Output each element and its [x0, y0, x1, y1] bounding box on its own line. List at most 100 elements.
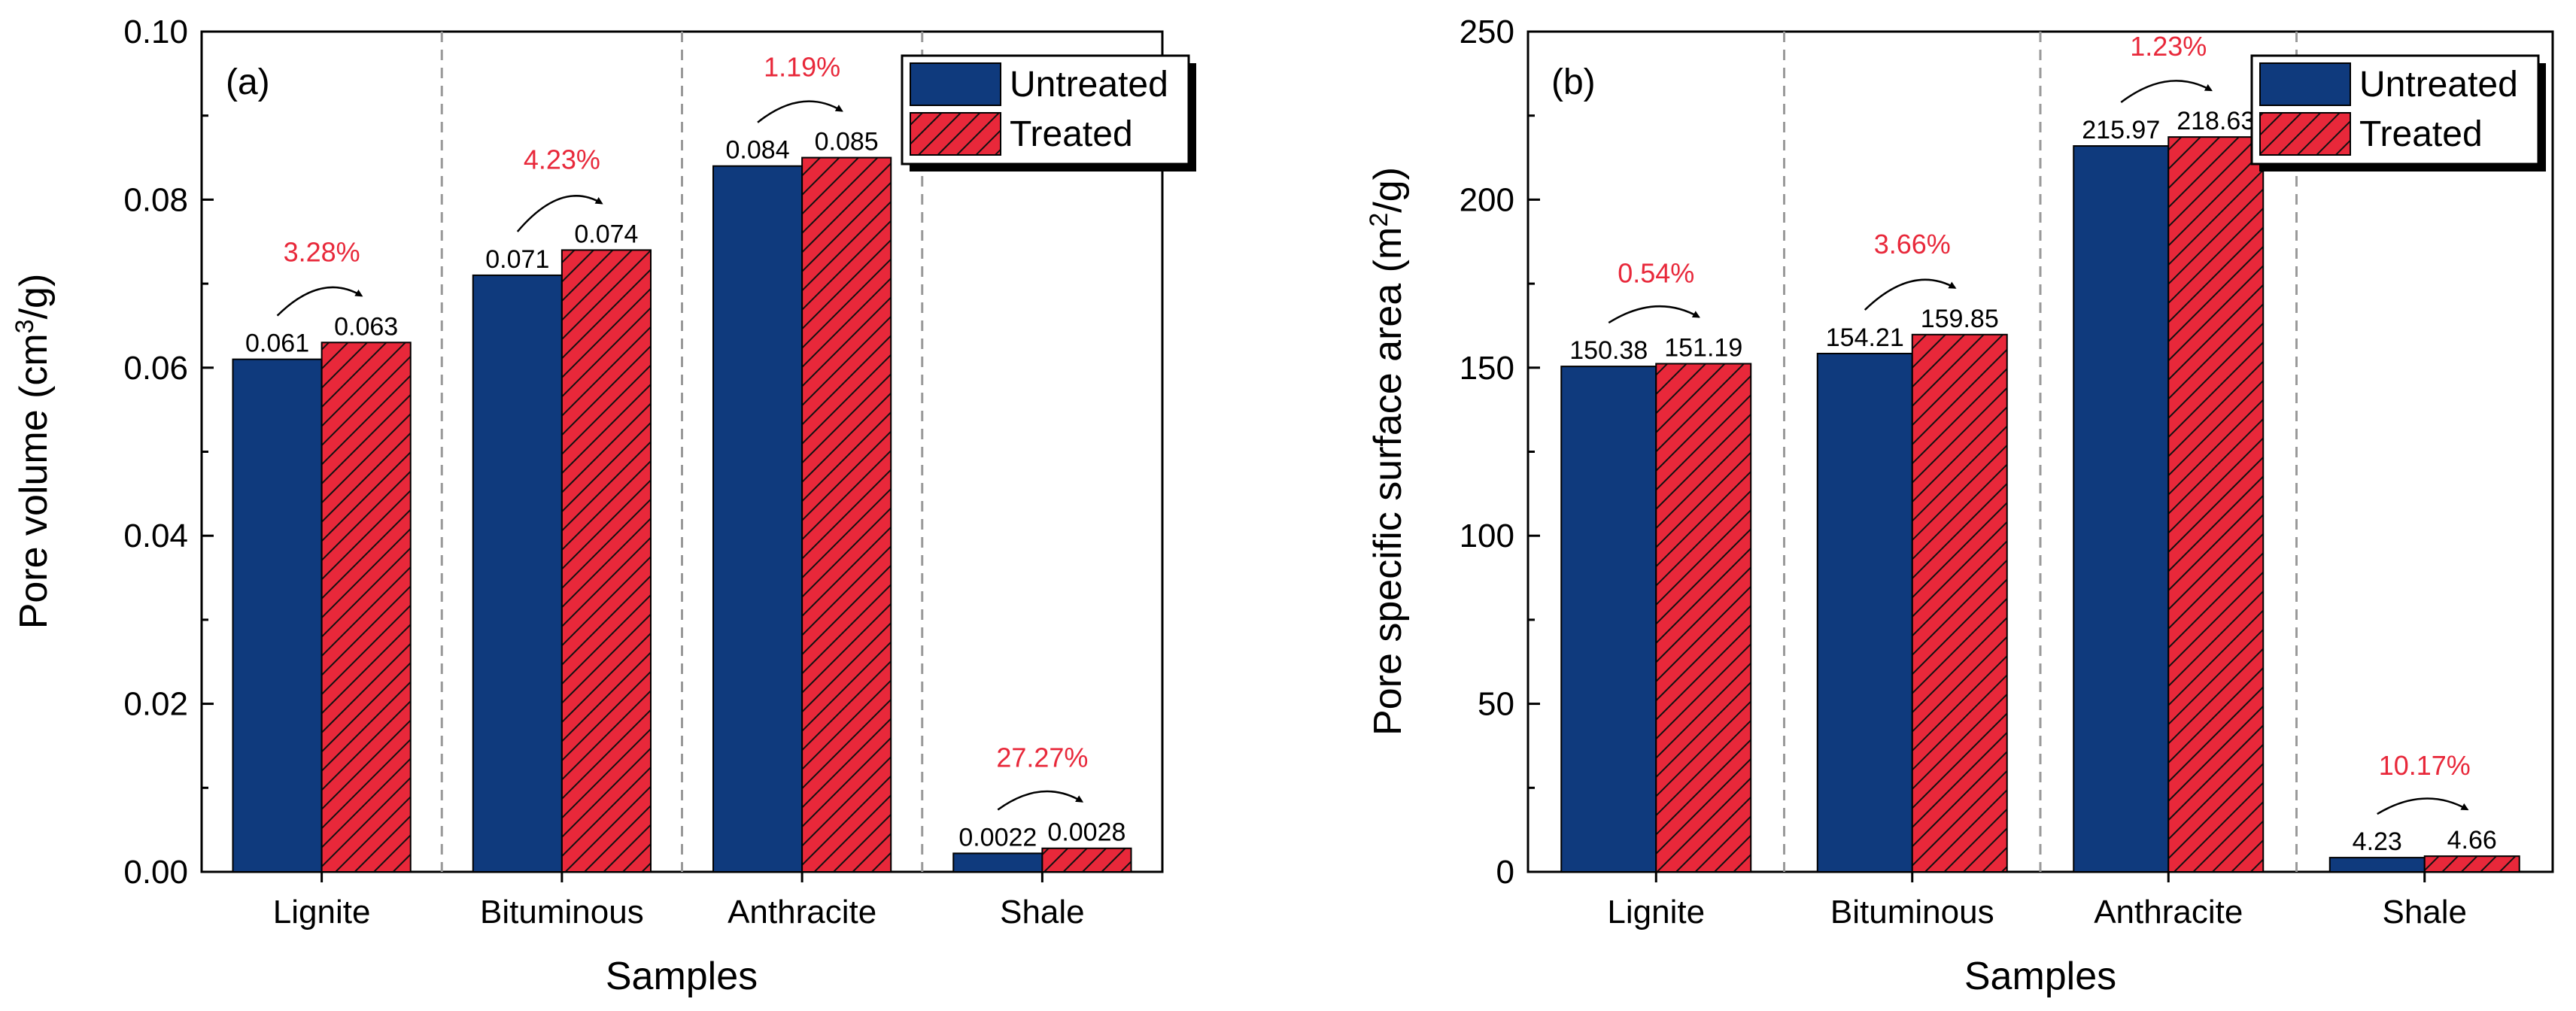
bars	[1560, 136, 2520, 873]
bar-value-label: 4.66	[2447, 826, 2497, 855]
change-percent-label: 0.54%	[1618, 257, 1694, 288]
panel-label: (a)	[226, 62, 270, 102]
y-axis-title-main: Pore volume (cm	[12, 333, 56, 629]
legend-label-untreated: Untreated	[1010, 65, 1168, 105]
x-axis-title: Samples	[606, 955, 758, 998]
legend-swatch-untreated	[910, 62, 1001, 106]
x-tick-label: Lignite	[273, 894, 371, 931]
bars	[232, 156, 1132, 873]
annotations: 150.38 151.19 0.54% 154.21 159.85 3.66% 215.97…	[1569, 31, 2497, 856]
x-tick-label: Bituminous	[480, 894, 644, 931]
bar-treated	[2423, 855, 2520, 873]
bar-treated	[801, 156, 892, 873]
bar-value-label: 218.63	[2177, 107, 2255, 135]
bar-untreated	[2328, 857, 2426, 873]
bar-untreated	[712, 165, 803, 873]
change-percent-label: 1.19%	[764, 52, 840, 83]
legend-swatch-treated	[2259, 112, 2351, 156]
legend-swatch-treated	[910, 112, 1001, 156]
legend-label-untreated: Untreated	[2359, 65, 2518, 105]
y-tick-label: 0.06	[123, 350, 188, 387]
y-tick-label: 150	[1460, 350, 1514, 387]
bar-untreated	[952, 852, 1043, 873]
y-tick-label: 0.00	[123, 854, 188, 891]
change-percent-label: 27.27%	[996, 742, 1088, 773]
y-axis-title-tail: /g)	[1366, 167, 1410, 213]
change-percent-label: 4.23%	[524, 144, 600, 175]
x-axis-title: Samples	[1964, 955, 2116, 998]
chart-panel-a: 0.00 0.02 0.04 0.06 0.08 0.10 Lignite Bitumino…	[11, 14, 1196, 998]
change-arrow	[1864, 278, 1957, 311]
bar-value-label: 0.061	[245, 329, 309, 358]
x-tick-label: Shale	[2382, 894, 2467, 931]
change-percent-label: 1.23%	[2130, 31, 2207, 62]
bar-value-label: 0.0022	[958, 823, 1037, 852]
x-axis: Lignite Bituminous Anthracite Shale	[1607, 872, 2467, 931]
x-tick-label: Shale	[1000, 894, 1085, 931]
y-tick-label: 250	[1460, 14, 1514, 50]
change-arrow	[997, 790, 1084, 811]
bar-value-label: 151.19	[1664, 333, 1742, 362]
y-axis-title-sup: 3	[11, 319, 39, 333]
y-axis-title-tail: /g)	[12, 274, 56, 320]
bar-value-label: 0.085	[815, 128, 879, 156]
bar-untreated	[2073, 145, 2170, 873]
legend-swatch-untreated	[2259, 62, 2351, 106]
y-axis: 0.00 0.02 0.04 0.06 0.08 0.10	[123, 14, 214, 891]
bar-value-label: 0.0028	[1047, 818, 1125, 847]
bar-treated	[2167, 136, 2265, 873]
separator-lines	[440, 32, 924, 872]
bar-untreated	[232, 358, 323, 873]
y-tick-label: 0	[1496, 854, 1514, 891]
bar-treated	[1041, 847, 1132, 873]
change-arrow	[2377, 797, 2469, 815]
separator-lines	[1783, 32, 2298, 872]
bar-untreated	[1560, 366, 1657, 873]
bar-treated	[1655, 363, 1752, 873]
bar-value-label: 215.97	[2082, 116, 2160, 144]
change-percent-label: 10.17%	[2379, 750, 2471, 781]
legend-label-treated: Treated	[1010, 114, 1133, 154]
bar-value-label: 154.21	[1826, 323, 1904, 352]
chart-panel-b: 0 50 100 150 200 250 Lignite Bituminous Anthrac…	[1365, 14, 2554, 998]
change-arrow	[1608, 305, 1700, 324]
bar-untreated	[1816, 352, 1913, 873]
change-arrow	[516, 195, 603, 232]
y-tick-label: 0.08	[123, 181, 188, 218]
y-axis-title: Pore specific surface area (m2/g)	[1365, 167, 1410, 736]
y-axis: 0 50 100 150 200 250	[1460, 14, 1540, 891]
y-tick-label: 200	[1460, 181, 1514, 218]
bar-treated	[560, 249, 652, 873]
change-percent-label: 3.28%	[284, 236, 360, 267]
y-tick-label: 100	[1460, 518, 1514, 554]
bar-treated	[320, 342, 412, 873]
bar-value-label: 0.063	[334, 312, 398, 341]
bar-value-label: 4.23	[2353, 827, 2402, 856]
bar-untreated	[472, 274, 563, 873]
bar-value-label: 0.084	[726, 136, 790, 165]
bar-value-label: 0.071	[485, 245, 549, 274]
bar-value-label: 0.074	[574, 220, 638, 248]
legend: Untreated Treated	[901, 54, 1196, 172]
y-tick-label: 0.04	[123, 518, 188, 554]
legend: Untreated Treated	[2250, 54, 2546, 172]
x-tick-label: Lignite	[1607, 894, 1705, 931]
y-tick-label: 0.10	[123, 14, 188, 50]
x-tick-label: Anthracite	[2094, 894, 2243, 931]
x-tick-label: Bituminous	[1830, 894, 1994, 931]
change-arrow	[757, 100, 843, 123]
y-axis-title-sup: 2	[1365, 213, 1393, 227]
change-percent-label: 3.66%	[1874, 229, 1951, 260]
x-axis: Lignite Bituminous Anthracite Shale	[273, 872, 1085, 931]
bar-value-label: 159.85	[1921, 305, 1999, 333]
legend-label-treated: Treated	[2359, 114, 2483, 154]
panel-label: (b)	[1551, 62, 1596, 102]
y-tick-label: 50	[1478, 686, 1514, 723]
y-tick-label: 0.02	[123, 686, 188, 723]
y-axis-title: Pore volume (cm3/g)	[11, 274, 56, 630]
bar-treated	[1911, 333, 2008, 873]
annotations: 0.061 0.063 3.28% 0.071 0.074 4.23% 0.084 0.085…	[245, 52, 1125, 852]
y-axis-title-main: Pore specific surface area (m	[1366, 227, 1410, 736]
bar-value-label: 150.38	[1569, 336, 1648, 365]
change-arrow	[276, 286, 363, 317]
